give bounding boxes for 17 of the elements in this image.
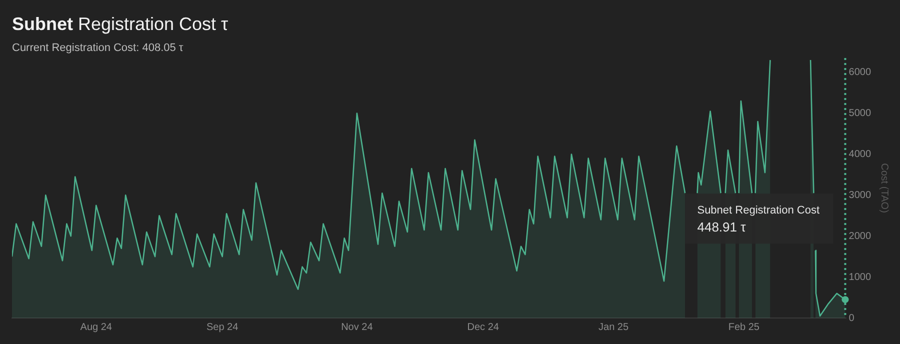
y-tick-label: 0 (848, 312, 855, 324)
y-axis-title: Cost (TAO) (878, 163, 890, 213)
chart-subtitle: Current Registration Cost: 408.05 τ (12, 42, 184, 54)
x-tick-label: Aug 24 (80, 322, 112, 333)
y-tick-label: 2000 (848, 230, 872, 242)
x-tick-label: Feb 25 (728, 322, 760, 333)
y-tick-label: 1000 (848, 272, 872, 283)
x-tick-label: Jan 25 (598, 322, 629, 333)
y-tick-label: 4000 (848, 148, 872, 160)
x-tick-label: Nov 24 (341, 322, 374, 333)
y-tick-label: 5000 (848, 108, 872, 120)
y-tick-label: 3000 (848, 190, 872, 201)
x-tick-label: Sep 24 (206, 322, 239, 333)
annotation: Subnet Registration Cost 448.91 τ (697, 204, 820, 235)
y-tick-label: 6000 (848, 67, 872, 78)
x-tick-label: Dec 24 (467, 322, 500, 333)
chart-title: Subnet Registration Cost τ (12, 14, 228, 35)
